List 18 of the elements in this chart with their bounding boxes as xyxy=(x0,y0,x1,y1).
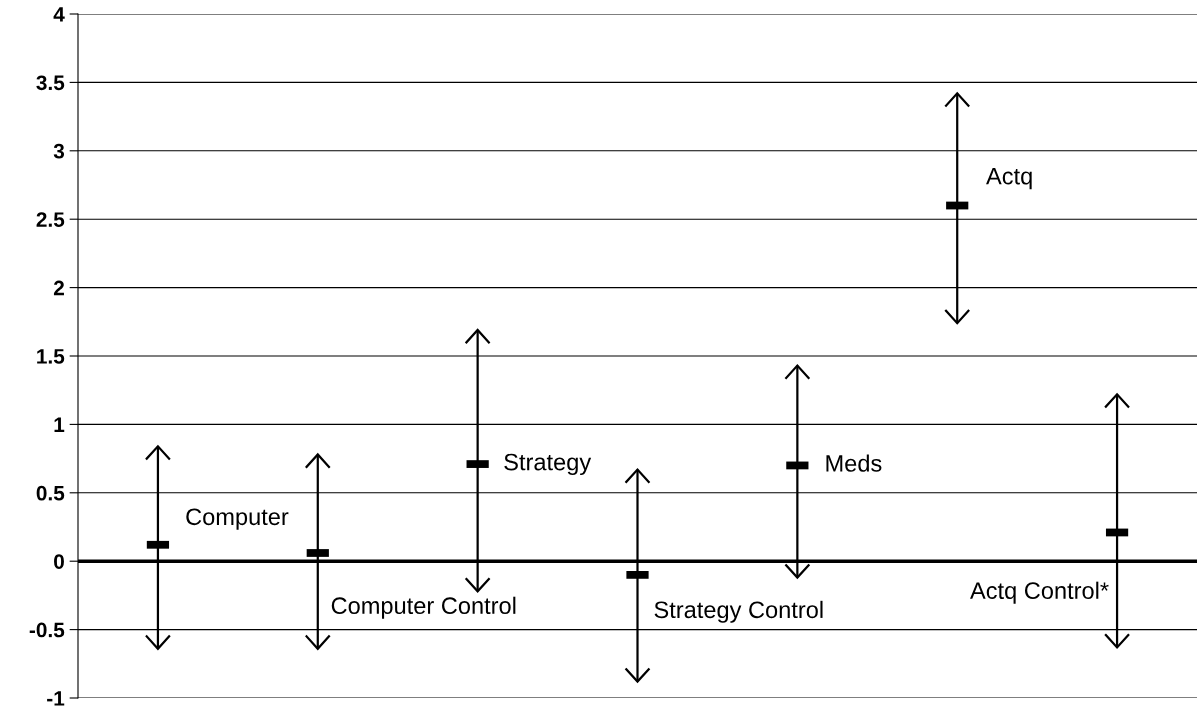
y-tick-label: 1.5 xyxy=(37,349,65,364)
annotation: Actq Control* xyxy=(970,581,1109,604)
y-tick-label: 4 xyxy=(53,7,65,22)
annotation: Meds xyxy=(826,454,882,472)
y-tick-label: 1 xyxy=(54,417,65,432)
annotation: Strategy Control xyxy=(654,600,823,623)
y-tick-label: -1 xyxy=(47,691,65,706)
y-tick-label: 3 xyxy=(53,143,65,159)
annotation: Computer xyxy=(186,508,289,530)
y-tick-label: 2 xyxy=(53,280,64,296)
y-tick-label: 3.5 xyxy=(36,75,65,91)
annotation: Actq xyxy=(986,168,1032,190)
y-tick-label: 0 xyxy=(54,554,64,569)
y-tick-label: 0.5 xyxy=(36,485,65,501)
annotation: Strategy xyxy=(504,453,592,476)
y-tick-label: 2.5 xyxy=(36,212,65,227)
y-tick-label: -0.5 xyxy=(29,622,65,638)
annotation: Computer Control xyxy=(331,596,516,619)
